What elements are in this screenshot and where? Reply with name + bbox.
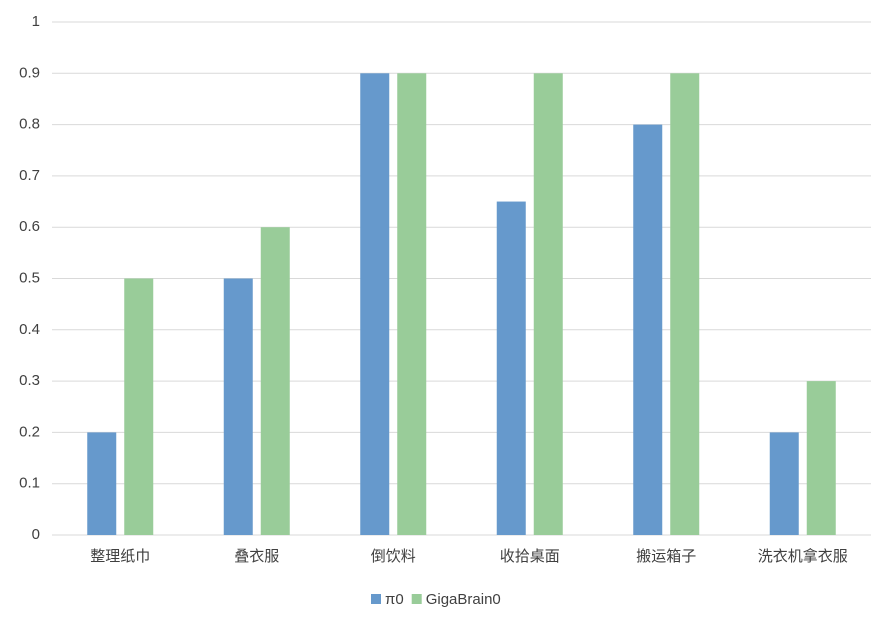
legend-swatch bbox=[411, 594, 422, 604]
bar bbox=[124, 278, 154, 535]
y-tick-label: 0.3 bbox=[19, 372, 40, 389]
legend-swatch bbox=[371, 594, 381, 604]
y-tick-label: 0.1 bbox=[19, 475, 40, 492]
bar bbox=[87, 432, 117, 535]
y-tick-label: 0.6 bbox=[19, 218, 40, 235]
x-tick-label: 搬运箱子 bbox=[636, 548, 696, 565]
bar bbox=[397, 73, 427, 536]
y-tick-label: 0.9 bbox=[19, 64, 40, 81]
y-tick-label: 1 bbox=[32, 13, 40, 30]
legend-label: π0 bbox=[385, 591, 404, 608]
y-tick-label: 0.5 bbox=[19, 269, 40, 286]
x-tick-label: 叠衣服 bbox=[234, 548, 279, 565]
bar bbox=[260, 227, 290, 535]
y-tick-label: 0.4 bbox=[19, 321, 40, 338]
y-tick-label: 0.2 bbox=[19, 423, 40, 440]
x-tick-label: 倒饮料 bbox=[371, 548, 416, 565]
bar bbox=[360, 73, 390, 536]
bar bbox=[769, 432, 799, 535]
legend-label: GigaBrain0 bbox=[426, 591, 501, 608]
bar bbox=[533, 73, 563, 536]
x-tick-label: 洗衣机拿衣服 bbox=[758, 547, 848, 565]
bar bbox=[496, 201, 526, 536]
y-tick-label: 0.7 bbox=[19, 167, 40, 184]
y-tick-label: 0 bbox=[32, 526, 40, 543]
bar bbox=[223, 278, 253, 535]
x-tick-label: 收拾桌面 bbox=[500, 548, 560, 565]
bar bbox=[806, 381, 836, 535]
y-tick-label: 0.8 bbox=[19, 116, 40, 133]
bar bbox=[633, 124, 663, 535]
x-tick-label: 整理纸巾 bbox=[90, 548, 150, 565]
bar bbox=[670, 73, 700, 536]
